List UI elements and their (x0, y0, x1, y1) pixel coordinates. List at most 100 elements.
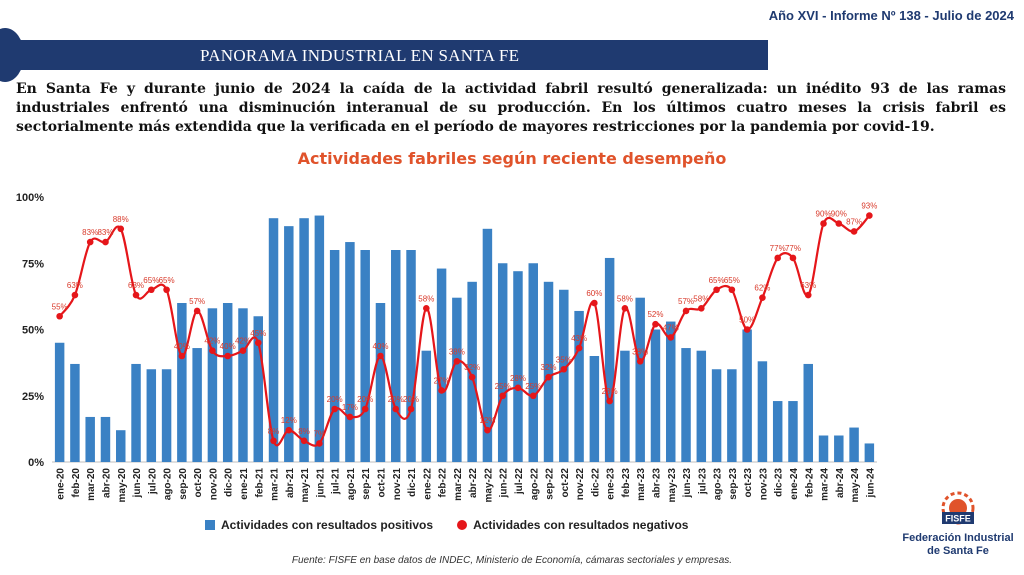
bar-positive (253, 316, 263, 462)
point-negative (163, 286, 170, 294)
point-negative (148, 286, 155, 294)
point-negative (270, 437, 277, 445)
x-tick-label: dic-23 (774, 468, 785, 497)
legend-label-negative: Actividades con resultados negativos (473, 518, 689, 532)
logo-acronym: FISFE (945, 514, 971, 524)
x-tick-label: abr-24 (835, 468, 846, 498)
point-negative (102, 238, 109, 246)
point-negative (117, 225, 125, 233)
x-tick-label: jun-22 (499, 468, 510, 499)
bar-positive (299, 218, 309, 462)
point-negative (300, 437, 308, 445)
bar-positive (100, 416, 111, 462)
point-negative (789, 254, 797, 262)
x-tick-label: oct-20 (193, 468, 204, 498)
x-tick-label: abr-20 (101, 468, 112, 498)
bar-positive (559, 289, 569, 462)
point-negative (728, 286, 736, 294)
data-label-negative: 42% (204, 337, 220, 346)
legend-label-positive: Actividades con resultados positivos (221, 518, 434, 532)
x-tick-label: oct-23 (743, 468, 754, 498)
bar-positive (345, 242, 355, 462)
bar-positive (528, 263, 538, 462)
x-tick-label: feb-24 (804, 468, 815, 498)
point-negative (331, 405, 338, 413)
x-tick-label: mar-20 (86, 468, 97, 501)
data-label-negative: 40% (220, 342, 236, 351)
bar-positive (742, 329, 752, 462)
bar-positive (222, 303, 233, 462)
data-label-negative: 35% (556, 355, 572, 364)
x-tick-label: ago-20 (163, 468, 174, 501)
bar-positive (604, 257, 615, 462)
point-negative (591, 299, 598, 307)
data-label-negative: 65% (143, 276, 159, 285)
activity-chart: 0% 25% 50% 75% 100% ene-20 feb-20 mar-20 abr-20 m… (16, 192, 878, 503)
x-tick-label: may-20 (117, 468, 128, 503)
y-tick-label: 0% (28, 457, 44, 469)
point-negative (254, 339, 262, 347)
point-negative (682, 307, 690, 315)
point-negative (132, 291, 140, 299)
data-label-negative: 12% (281, 416, 297, 425)
chart-title: Actividades fabriles según reciente dese… (297, 149, 727, 168)
bar-positive (589, 356, 600, 462)
legend-swatch-bar (205, 520, 215, 530)
data-label-negative: 32% (464, 363, 480, 372)
point-negative (56, 312, 63, 320)
point-negative (71, 291, 79, 299)
data-label-negative: 43% (571, 334, 587, 343)
point-negative (239, 347, 247, 354)
data-label-negative: 27% (434, 376, 450, 385)
point-negative (636, 358, 644, 365)
x-tick-label: jul-20 (147, 468, 158, 496)
point-negative (759, 294, 766, 301)
data-label-negative: 65% (159, 276, 175, 285)
data-label-negative: 20% (327, 395, 343, 404)
x-tick-label: ene-20 (56, 468, 67, 500)
x-tick-label: sep-21 (361, 468, 372, 500)
data-label-negative: 65% (724, 276, 740, 285)
bar-positive (849, 427, 859, 462)
x-tick-label: may-24 (850, 468, 861, 503)
x-tick-label: dic-22 (590, 468, 601, 497)
data-label-negative: 77% (770, 244, 786, 253)
x-tick-label: ene-23 (606, 468, 617, 500)
point-negative (178, 352, 186, 360)
data-label-negative: 88% (113, 215, 129, 224)
x-tick-label: jul-21 (331, 468, 342, 496)
point-negative (514, 384, 522, 392)
x-tick-label: abr-21 (285, 468, 296, 498)
x-tick-label: jul-22 (514, 468, 525, 496)
x-tick-label: nov-23 (758, 468, 769, 501)
chart-legend: Actividades con resultados positivos Act… (205, 518, 712, 532)
data-label-negative: 63% (67, 281, 83, 290)
x-tick-label: abr-23 (651, 468, 662, 498)
bar-positive (666, 321, 676, 462)
bar-positive (161, 369, 172, 462)
bar-positive (543, 281, 554, 462)
data-label-negative: 45% (250, 329, 266, 338)
bar-positive (497, 263, 508, 462)
logo-name-line2: de Santa Fe (927, 545, 989, 557)
bar-positive (268, 218, 279, 462)
point-negative (575, 344, 583, 352)
x-tick-label: feb-20 (71, 468, 82, 498)
x-tick-label: may-23 (667, 468, 678, 503)
bar-positive (818, 435, 829, 462)
data-label-negative: 90% (816, 210, 832, 219)
data-label-negative: 12% (479, 416, 495, 425)
point-negative (377, 352, 384, 360)
point-negative (423, 305, 430, 312)
report-id: Año XVI - Informe Nº 138 - Julio de 2024 (768, 8, 1014, 23)
x-tick-label: may-21 (300, 468, 311, 503)
data-label-negative: 50% (739, 316, 755, 325)
x-tick-label: jun-20 (132, 468, 143, 499)
data-label-negative: 57% (678, 297, 694, 306)
section-banner (0, 40, 768, 70)
bar-positive (635, 297, 645, 462)
point-negative (713, 286, 720, 294)
logo-name: Federación Industrial de Santa Fe (898, 532, 1018, 558)
data-label-negative: 8% (298, 427, 310, 436)
data-label-negative: 40% (372, 342, 388, 351)
